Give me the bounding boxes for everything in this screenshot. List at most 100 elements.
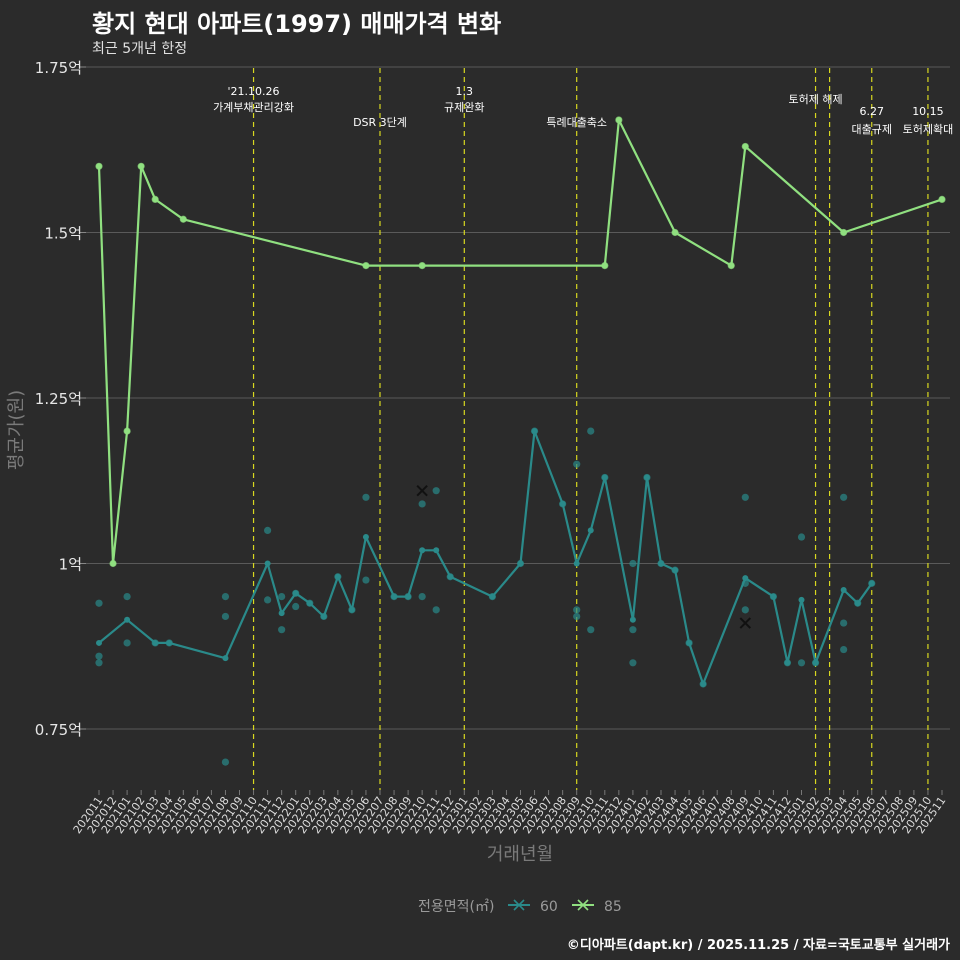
series-85-line-point — [728, 262, 735, 269]
series-60-point — [432, 606, 440, 614]
series-85-line-point — [138, 163, 145, 170]
series-60-line-point — [784, 659, 791, 666]
series-60-point — [292, 602, 300, 611]
plot-area — [95, 116, 946, 766]
series-60-line-point — [854, 600, 861, 607]
series-60-line-point — [306, 600, 313, 607]
series-60-point — [418, 500, 426, 508]
legend-title: 전용면적(㎡) — [418, 899, 494, 915]
series-60-line-point — [812, 659, 819, 666]
y-tick-label: 1.25억 — [35, 390, 82, 408]
series-60-line-point — [686, 639, 693, 646]
series-60-line-point — [868, 580, 875, 587]
series-60-point — [840, 619, 848, 627]
legend: 전용면적(㎡) 60 85 — [418, 899, 622, 915]
series-60-point — [95, 652, 103, 660]
event-label-date: 10.15 — [912, 105, 944, 118]
series-60-point — [278, 626, 286, 634]
y-tick-label: 1.75억 — [35, 59, 82, 77]
series-85-line-point — [840, 229, 847, 236]
event-label-policy: 토허제 해제 — [788, 92, 842, 106]
series-60-line-point — [489, 593, 496, 600]
event-label-policy: 규제완화 — [444, 101, 484, 114]
series-60-line-point — [559, 500, 566, 507]
x-axis-title: 거래년월 — [487, 844, 553, 865]
series-60-point — [840, 493, 848, 501]
series-85-line-point — [110, 560, 117, 567]
series-60-point — [362, 576, 370, 584]
event-label-policy: DSR 3단계 — [353, 116, 407, 129]
grid-lines — [86, 66, 950, 730]
legend-label-85: 85 — [604, 899, 622, 915]
series-60-point — [587, 427, 595, 435]
series-85-line-point — [362, 262, 369, 269]
legend-cross-60 — [513, 899, 525, 911]
series-60-line-point — [700, 680, 707, 687]
series-60-line-point — [798, 596, 805, 603]
series-60-line-point — [222, 655, 229, 662]
y-tick-label: 1억 — [59, 556, 82, 574]
series-60-line-point — [264, 560, 271, 567]
series-60-point — [840, 645, 848, 654]
series-60-line-point — [672, 567, 679, 574]
series-85-line-point — [939, 196, 945, 203]
legend-label-60: 60 — [540, 899, 558, 915]
series-60-line-point — [587, 527, 594, 534]
series-85-line-point — [601, 262, 608, 269]
series-60-point — [741, 606, 749, 614]
chart-title: 황지 현대 아파트(1997) 매매가격 변화 — [92, 10, 502, 38]
series-60-line-point — [517, 560, 524, 567]
series-60-point — [95, 659, 103, 667]
series-60-line-point — [405, 593, 412, 600]
series-85-line-point — [180, 216, 187, 223]
series-60-line-point — [643, 474, 650, 481]
y-tick-label: 0.75억 — [35, 721, 82, 739]
y-axis: 0.75억 1억 1.25억 1.5억 1.75억 — [35, 59, 86, 739]
series-60-point — [123, 639, 131, 647]
series-60-line-point — [166, 639, 173, 646]
series-60-line-point — [152, 639, 159, 646]
series-60-point — [741, 493, 749, 501]
series-60-point — [573, 460, 581, 468]
series-60-line-point — [742, 575, 749, 582]
y-tick-label: 1.5억 — [44, 225, 82, 243]
series-60-point — [264, 526, 272, 535]
legend-cross-85 — [577, 899, 589, 911]
series-60-point — [629, 659, 637, 667]
series-60-line-point — [840, 586, 847, 593]
cancelled-deal-marker — [416, 484, 428, 497]
y-axis-title: 평균가(원) — [6, 390, 27, 470]
series-60-point — [123, 593, 131, 601]
source-caption: ©디아파트(dapt.kr) / 2025.11.25 / 자료=국토교통부 실… — [566, 938, 950, 953]
series-60-line-point — [770, 593, 777, 600]
series-60-point — [573, 612, 581, 621]
series-60-point — [797, 533, 806, 541]
series-60-line-point — [334, 573, 341, 580]
event-label-policy: 토허제확대 — [903, 123, 954, 136]
series-60-line-point — [96, 639, 102, 646]
series-60-point — [587, 626, 595, 634]
series-60-point — [95, 599, 103, 607]
series-85-line-point — [419, 262, 426, 269]
series-60-point — [573, 606, 581, 614]
series-60-line-point — [419, 547, 426, 554]
series-60-line-point — [278, 610, 285, 617]
series-60-line-point — [391, 593, 398, 600]
event-label-date: 6.27 — [860, 105, 885, 118]
series-60-point — [629, 559, 637, 568]
event-label-date: 1.3 — [456, 85, 474, 98]
event-label-policy: 대출규제 — [852, 123, 892, 136]
series-60-line-point — [573, 560, 580, 567]
series-60-line-point — [292, 590, 299, 597]
series-60-line-point — [658, 560, 664, 567]
series-60-line-point — [362, 534, 369, 541]
series-60-point — [362, 493, 370, 501]
series-60-line-point — [320, 613, 327, 620]
series-60-point — [221, 612, 230, 621]
series-60-point — [797, 659, 806, 667]
series-85-line-point — [96, 163, 102, 170]
series-85-line-point — [672, 229, 679, 236]
series-60-line-point — [447, 573, 454, 580]
series-85-line-point — [124, 428, 131, 435]
